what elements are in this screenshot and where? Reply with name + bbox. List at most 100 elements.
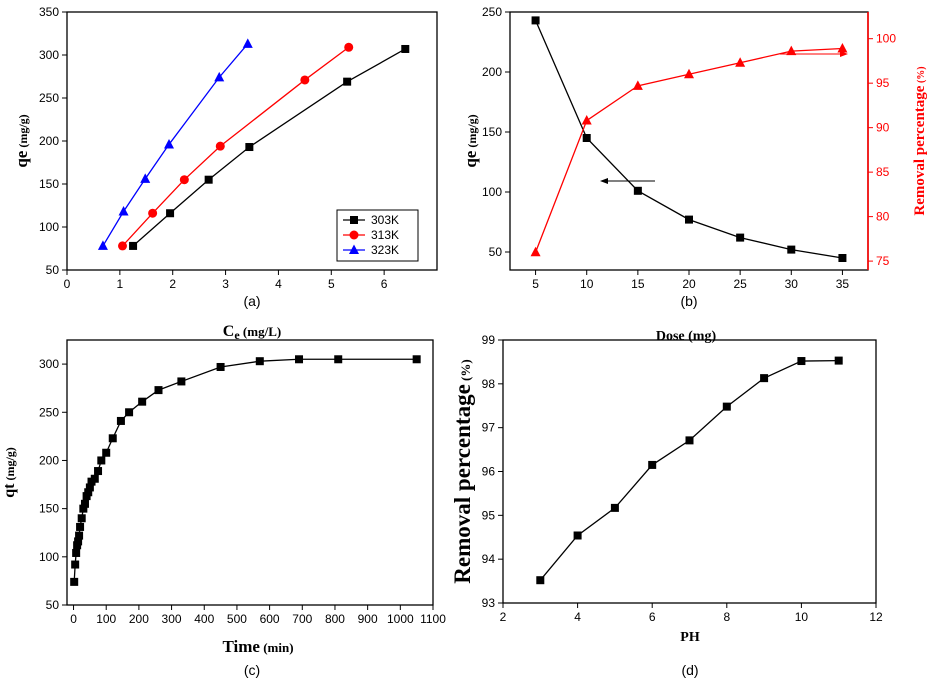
panel-a-legend-label-2: 323K xyxy=(371,243,399,257)
panel-d-xtick-label-4: 10 xyxy=(795,610,809,624)
panel-a-legend-marker-1 xyxy=(349,230,359,240)
panel-c-xtick-label-0: 0 xyxy=(70,612,77,626)
panel-c-ytick-label-3: 200 xyxy=(39,453,59,467)
panel-b-y2tick-label-4: 95 xyxy=(876,76,890,90)
panel-c-series-qt-point-11 xyxy=(84,488,93,497)
panel-c-ytick-label-4: 250 xyxy=(39,405,59,419)
panel-d-ytick-label-0: 93 xyxy=(482,596,496,610)
panel-b-label: (b) xyxy=(680,293,697,309)
panel-c-ylabel: qt (mg/g) xyxy=(1,447,18,498)
panel-b-series-removal-percentage-point-1 xyxy=(581,115,592,125)
panel-a-series-323K-point-2 xyxy=(140,173,151,183)
panel-d-xtick-label-0: 2 xyxy=(500,610,507,624)
panel-a-series-313K-line xyxy=(122,46,350,247)
panel-c-ytick-label-0: 50 xyxy=(46,598,60,612)
panel-a-legend-label-1: 313K xyxy=(371,228,399,242)
panel-b-xtick-label-4: 25 xyxy=(733,277,747,291)
panel-a-series-313K-point-5 xyxy=(344,42,354,52)
panel-a-legend-marker-0 xyxy=(350,216,358,224)
panel-a-ytick-label-3: 200 xyxy=(39,134,59,148)
panel-a-series-303K-point-2 xyxy=(204,175,213,184)
panel-b-xlabel: Dose (mg) xyxy=(656,329,717,344)
panel-d-xlabel: PH xyxy=(680,630,700,645)
panel-b-series-qe-point-6 xyxy=(838,254,847,262)
panel-d-label: (d) xyxy=(681,662,698,678)
panel-d-ytick-label-4: 97 xyxy=(482,421,496,435)
panel-d-ytick-label-2: 95 xyxy=(482,508,496,522)
panel-b-ytick-label-3: 200 xyxy=(482,65,502,79)
panel-a-label: (a) xyxy=(243,293,260,309)
panel-b-xtick-label-3: 20 xyxy=(682,277,696,291)
panel-a-ytick-label-0: 50 xyxy=(46,263,60,277)
panel-c-ylabel-main: qt xyxy=(1,483,18,498)
panel-d-ylabel: Removal percentage (%) xyxy=(450,359,475,583)
panel-a-ytick-label-6: 350 xyxy=(39,5,59,19)
panel-b-xtick-label-6: 35 xyxy=(836,277,850,291)
panel-a-series-303K-point-5 xyxy=(401,44,410,53)
panel-c-xtick-label-3: 300 xyxy=(162,612,182,626)
panel-a-xtick-label-5: 5 xyxy=(328,277,335,291)
panel-a-xlabel: Ce (mg/L) xyxy=(223,323,281,342)
panel-c-ytick-label-1: 100 xyxy=(39,550,59,564)
panel-d-xtick-label-1: 4 xyxy=(574,610,581,624)
panel-d-series-removal-point-8 xyxy=(834,356,843,365)
panel-a-ytick-label-2: 150 xyxy=(39,177,59,191)
panel-b-y2tick-label-1: 80 xyxy=(876,210,890,224)
panel-c-xtick-label-1: 100 xyxy=(96,612,116,626)
panel-b-series-removal-percentage-point-2 xyxy=(632,80,643,90)
panel-b-frame xyxy=(509,11,869,271)
panel-a-series-313K-point-3 xyxy=(215,141,225,151)
panel-a-series-323K-point-0 xyxy=(97,240,108,250)
panel-c-frame xyxy=(66,339,434,606)
panel-b-series-qe-point-1 xyxy=(582,134,591,142)
panel-c-series-qt-point-26 xyxy=(295,355,304,364)
panel-b-y2tick-label-2: 85 xyxy=(876,165,890,179)
panel-d-frame xyxy=(502,339,877,604)
panel-c-xtick-label-10: 1000 xyxy=(387,612,414,626)
panel-a-series-323K-line xyxy=(102,43,249,247)
panel-b-y2label-unit: (%) xyxy=(916,66,927,85)
panel-b-series-qe-point-0 xyxy=(531,16,540,25)
panel-d-xtick-label-3: 8 xyxy=(723,610,730,624)
panel-c-series-qt-point-1 xyxy=(71,560,80,569)
panel-c-xtick-label-7: 700 xyxy=(292,612,312,626)
panel-a-series-323K-point-4 xyxy=(214,71,225,82)
panel-c-series-qt-point-14 xyxy=(90,474,99,483)
panel-c-series-qt-point-12 xyxy=(85,483,94,492)
panel-c-xlabel: Time (min) xyxy=(222,637,293,656)
panel-a-series-313K-point-0 xyxy=(118,241,127,251)
panel-b-ytick-label-0: 50 xyxy=(489,245,503,259)
panel-b-xtick-label-0: 5 xyxy=(532,277,539,291)
panel-c-series-qt-point-17 xyxy=(102,448,111,457)
panel-d-series-removal-point-7 xyxy=(797,357,806,366)
panel-b-ytick-label-2: 150 xyxy=(482,125,502,139)
panel-a-series-323K-point-5 xyxy=(242,38,253,48)
panel-a-series-323K-point-1 xyxy=(118,206,129,216)
panel-d-series-removal-line xyxy=(539,359,839,581)
panel-c-series-qt-point-8 xyxy=(79,504,88,513)
panel-a-ylabel-unit: (mg/g) xyxy=(16,114,30,150)
panel-d-xtick-label-5: 12 xyxy=(869,610,883,624)
panel-d-series-removal-point-5 xyxy=(722,402,731,411)
panel-b-series-qe-point-2 xyxy=(633,186,642,195)
panel-c-xtick-label-6: 600 xyxy=(260,612,280,626)
panel-c-series-qt-point-24 xyxy=(216,362,225,371)
panel-a-series-303K-point-4 xyxy=(343,77,352,86)
panel-a-ytick-label-1: 100 xyxy=(39,220,59,234)
panel-b-y2label: Removal percentage (%) xyxy=(912,66,928,215)
panel-a-series-303K-point-3 xyxy=(245,143,254,152)
panel-c-series-qt-point-4 xyxy=(74,537,83,546)
panel-a-series-313K-point-4 xyxy=(300,75,310,85)
panel-c-xtick-label-2: 200 xyxy=(129,612,149,626)
panel-c-series-qt-point-16 xyxy=(97,456,106,465)
panel-b-y2label-main: Removal percentage xyxy=(912,85,928,215)
panel-b-y2tick-label-5: 100 xyxy=(876,32,896,46)
panel-b-arrow-right-head xyxy=(840,51,848,57)
panel-a-xlabel-main: C xyxy=(223,323,235,340)
panel-c-series-qt-point-20 xyxy=(125,408,134,417)
panel-b-ytick-label-4: 250 xyxy=(482,5,502,19)
panel-a-series-323K-point-3 xyxy=(164,138,175,149)
panel-a-xtick-label-1: 1 xyxy=(117,277,124,291)
panel-d-ylabel-unit: (%) xyxy=(458,359,473,384)
panel-b-ylabel-main: qe xyxy=(461,150,480,167)
